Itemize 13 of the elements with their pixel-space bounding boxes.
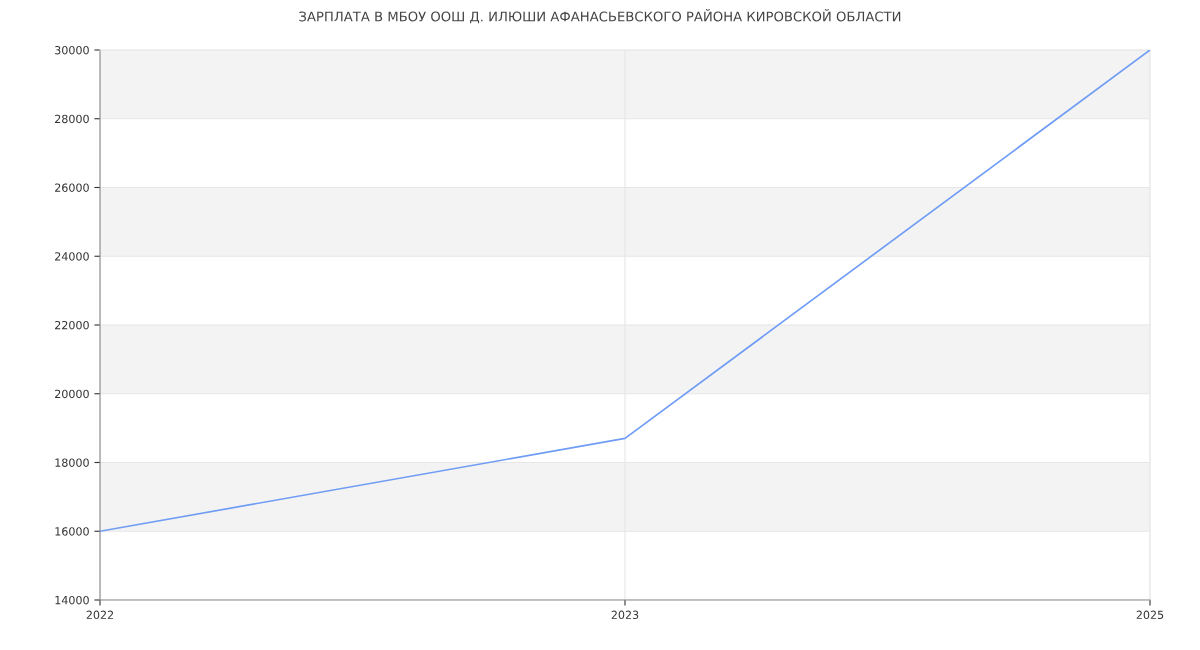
- y-tick-label: 30000: [55, 45, 89, 55]
- x-tick-label: 2022: [86, 610, 114, 620]
- chart-title: ЗАРПЛАТА В МБОУ ООШ Д. ИЛЮШИ АФАНАСЬЕВСКОГО РАЙОНА КИРОВСКОЙ ОБЛАСТИ: [299, 9, 901, 24]
- y-tick-label: 24000: [55, 252, 89, 261]
- y-tick-label: 18000: [55, 458, 89, 467]
- y-tick-label: 14000: [55, 595, 89, 605]
- x-tick-label: 2023: [611, 610, 639, 620]
- y-tick-label: 26000: [55, 183, 89, 192]
- y-tick-label: 28000: [55, 114, 89, 124]
- y-tick-label: 22000: [55, 320, 89, 330]
- x-tick-label: 2025: [1136, 610, 1164, 620]
- y-tick-label: 16000: [55, 527, 89, 536]
- y-tick-label: 20000: [55, 389, 89, 399]
